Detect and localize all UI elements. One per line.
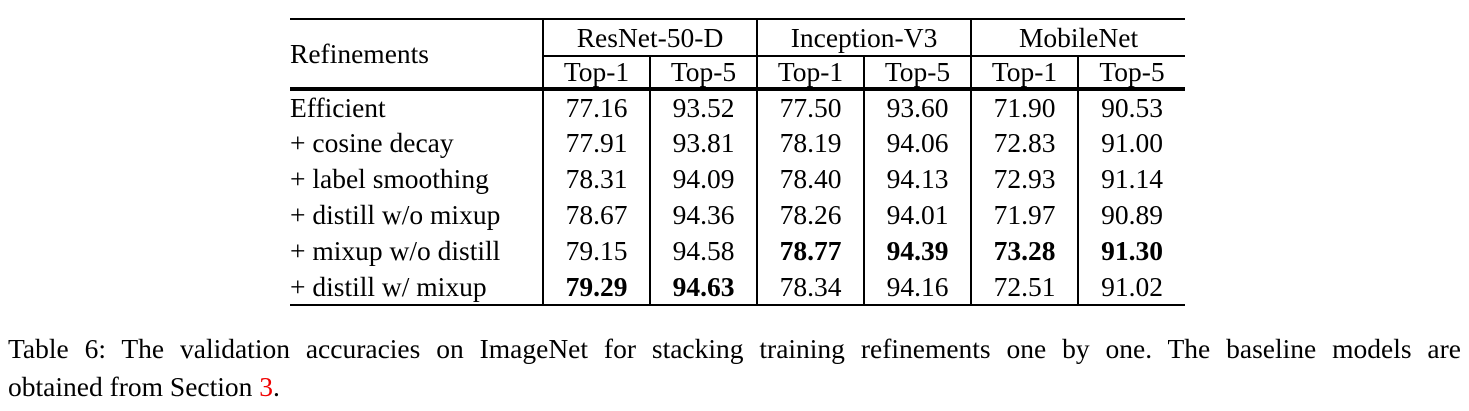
table-row: + cosine decay 77.91 93.81 78.19 94.06 7… bbox=[290, 125, 1186, 161]
table-cell: 94.13 bbox=[863, 161, 972, 197]
results-table-wrapper: Refinements ResNet-50-D Inception-V3 Mob… bbox=[290, 18, 1186, 306]
table-cell: 71.97 bbox=[970, 197, 1079, 233]
table-cell: 94.63 bbox=[648, 269, 758, 306]
table-cell: 93.60 bbox=[863, 89, 972, 125]
header-group-inceptionv3: Inception-V3 bbox=[756, 19, 972, 57]
subheader-resnet-top5: Top-5 bbox=[648, 56, 758, 91]
table-cell: 94.58 bbox=[648, 233, 758, 269]
header-refinements: Refinements bbox=[290, 19, 544, 91]
header-group-mobilenet: MobileNet bbox=[970, 19, 1186, 57]
subheader-mobilenet-top5: Top-5 bbox=[1077, 56, 1186, 91]
caption-line-1: Table 6: The validation accuracies on Im… bbox=[8, 333, 1461, 364]
table-cell: 78.19 bbox=[756, 125, 865, 161]
table-cell: 72.83 bbox=[970, 125, 1079, 161]
table-row: + distill w/o mixup 78.67 94.36 78.26 94… bbox=[290, 197, 1186, 233]
table-cell: 72.51 bbox=[970, 269, 1079, 306]
table-cell: 77.91 bbox=[542, 125, 650, 161]
table-row: Efficient 77.16 93.52 77.50 93.60 71.90 … bbox=[290, 89, 1186, 125]
table-cell: 78.31 bbox=[542, 161, 650, 197]
table-cell: 78.40 bbox=[756, 161, 865, 197]
row-label: + cosine decay bbox=[290, 127, 454, 159]
table-header-sub-row: Top-1 Top-5 Top-1 Top-5 Top-1 Top-5 bbox=[290, 56, 1186, 91]
table-cell: 78.34 bbox=[756, 269, 865, 306]
subheader-inception-top5: Top-5 bbox=[863, 56, 972, 91]
row-label: + distill w/ mixup bbox=[290, 269, 543, 306]
table-cell: 90.89 bbox=[1077, 197, 1186, 233]
table-cell: 79.15 bbox=[542, 233, 650, 269]
table-cell: 71.90 bbox=[970, 89, 1079, 125]
table-header-group-row: Refinements ResNet-50-D Inception-V3 Mob… bbox=[290, 19, 1186, 91]
row-label: Efficient bbox=[290, 92, 386, 124]
table-row: + mixup w/o distill 79.15 94.58 78.77 94… bbox=[290, 233, 1186, 269]
caption-period: . bbox=[273, 371, 280, 402]
table-cell: 91.02 bbox=[1077, 269, 1186, 306]
table-cell: 72.93 bbox=[970, 161, 1079, 197]
subheader-mobilenet-top1: Top-1 bbox=[970, 56, 1079, 91]
table-row: + label smoothing 78.31 94.09 78.40 94.1… bbox=[290, 161, 1186, 197]
table-cell: 78.77 bbox=[756, 233, 865, 269]
table-cell: 90.53 bbox=[1077, 89, 1186, 125]
table-cell: 73.28 bbox=[970, 233, 1079, 269]
row-label: + mixup w/o distill bbox=[290, 235, 501, 267]
caption-line-2: obtained from Section 3. bbox=[8, 368, 1461, 406]
table-cell: 94.39 bbox=[863, 233, 972, 269]
table-cell: 94.36 bbox=[648, 197, 758, 233]
table-cell: 77.50 bbox=[756, 89, 865, 125]
table-cell: 93.52 bbox=[648, 89, 758, 125]
subheader-inception-top1: Top-1 bbox=[756, 56, 865, 91]
section-reference-link[interactable]: 3 bbox=[259, 371, 274, 402]
row-label: + distill w/o mixup bbox=[290, 199, 501, 231]
table-cell: 94.16 bbox=[863, 269, 972, 306]
table-cell: 94.06 bbox=[863, 125, 972, 161]
table-cell: 91.00 bbox=[1077, 125, 1186, 161]
header-group-resnet50d: ResNet-50-D bbox=[543, 19, 758, 57]
table-cell: 91.14 bbox=[1077, 161, 1186, 197]
table-cell: 78.67 bbox=[542, 197, 650, 233]
table-row: + distill w/ mixup 79.29 94.63 78.34 94.… bbox=[290, 269, 1186, 306]
table-cell: 94.09 bbox=[648, 161, 758, 197]
table-caption: Table 6: The validation accuracies on Im… bbox=[8, 330, 1461, 406]
caption-line-2-text: obtained from Section bbox=[8, 371, 260, 402]
table-cell: 78.26 bbox=[756, 197, 865, 233]
results-table: Refinements ResNet-50-D Inception-V3 Mob… bbox=[290, 18, 1186, 306]
table-cell: 77.16 bbox=[542, 89, 650, 125]
subheader-resnet-top1: Top-1 bbox=[542, 56, 650, 91]
row-label: + label smoothing bbox=[290, 163, 489, 195]
table-cell: 93.81 bbox=[648, 125, 758, 161]
table-cell: 94.01 bbox=[863, 197, 972, 233]
table-cell: 79.29 bbox=[542, 269, 650, 306]
table-cell: 91.30 bbox=[1077, 233, 1186, 269]
